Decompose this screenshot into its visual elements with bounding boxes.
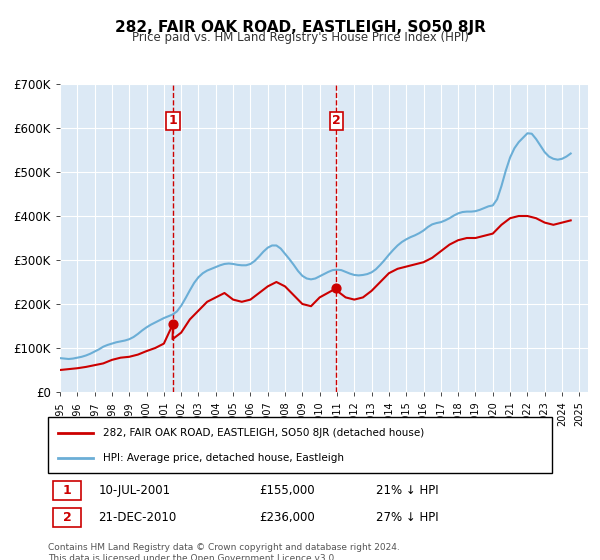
Text: HPI: Average price, detached house, Eastleigh: HPI: Average price, detached house, East… — [103, 452, 344, 463]
Text: 282, FAIR OAK ROAD, EASTLEIGH, SO50 8JR (detached house): 282, FAIR OAK ROAD, EASTLEIGH, SO50 8JR … — [103, 428, 425, 438]
Text: 21% ↓ HPI: 21% ↓ HPI — [376, 484, 438, 497]
FancyBboxPatch shape — [48, 417, 552, 473]
FancyBboxPatch shape — [53, 508, 81, 527]
Text: 21-DEC-2010: 21-DEC-2010 — [98, 511, 176, 524]
Point — [168, 319, 178, 328]
Text: 27% ↓ HPI: 27% ↓ HPI — [376, 511, 438, 524]
Text: 2: 2 — [62, 511, 71, 524]
Text: 10-JUL-2001: 10-JUL-2001 — [98, 484, 170, 497]
Text: Contains HM Land Registry data © Crown copyright and database right 2024.
This d: Contains HM Land Registry data © Crown c… — [48, 543, 400, 560]
FancyBboxPatch shape — [53, 481, 81, 501]
Text: £236,000: £236,000 — [260, 511, 316, 524]
Text: 2: 2 — [332, 114, 341, 128]
Text: 282, FAIR OAK ROAD, EASTLEIGH, SO50 8JR: 282, FAIR OAK ROAD, EASTLEIGH, SO50 8JR — [115, 20, 485, 35]
Text: 1: 1 — [62, 484, 71, 497]
Text: 1: 1 — [169, 114, 178, 128]
Text: £155,000: £155,000 — [260, 484, 316, 497]
Point — [332, 284, 341, 293]
Text: Price paid vs. HM Land Registry's House Price Index (HPI): Price paid vs. HM Land Registry's House … — [131, 31, 469, 44]
